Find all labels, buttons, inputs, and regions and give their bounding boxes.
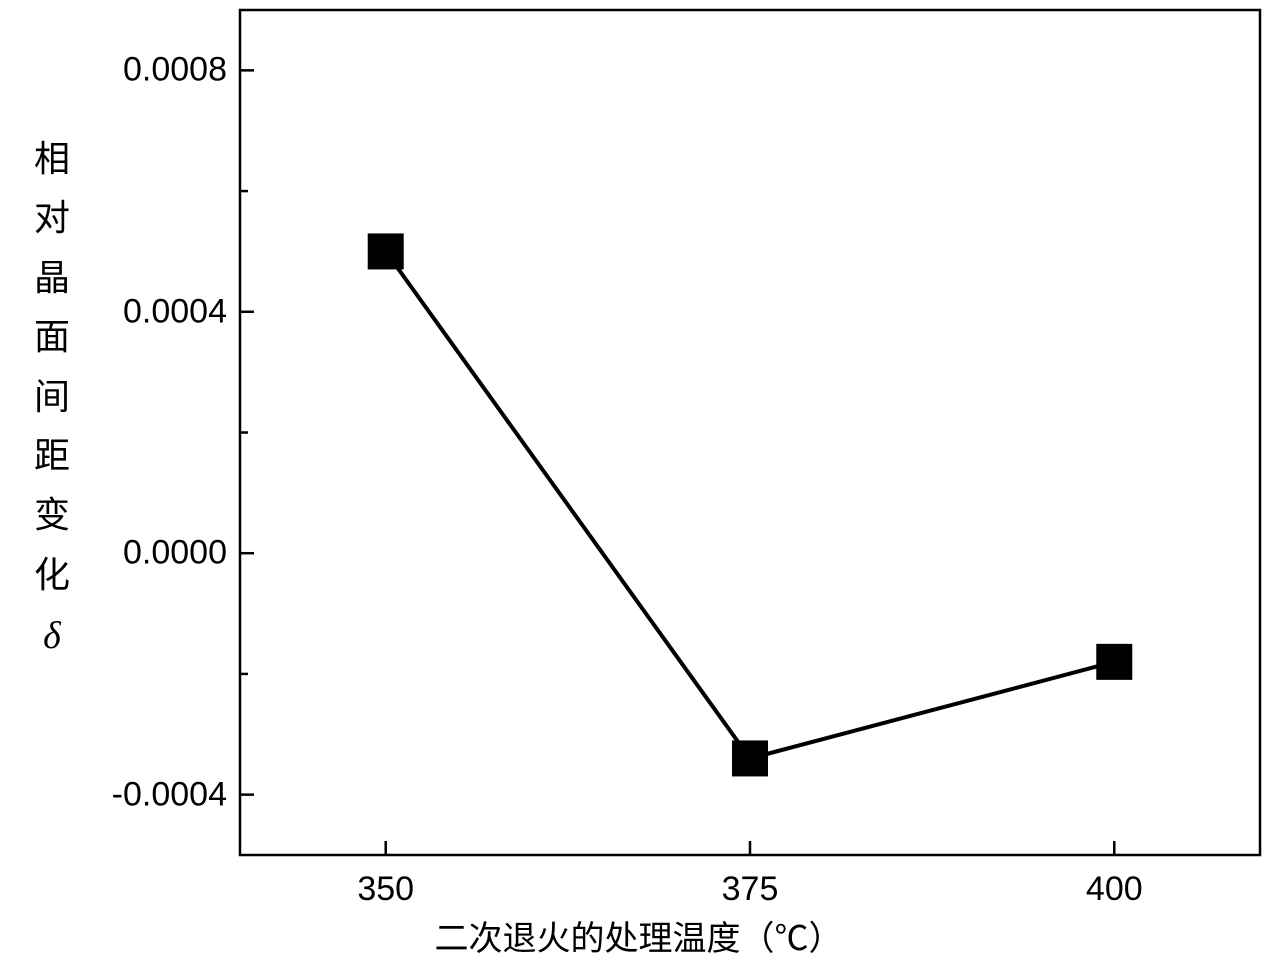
chart-container: 相 对 晶 面 间 距 变 化 δ 二次退火的处理温度（℃） -0.00040.… <box>0 0 1277 972</box>
y-tick-label: 0.0000 <box>123 534 227 573</box>
x-tick-label: 400 <box>1086 870 1143 909</box>
y-tick-label: 0.0004 <box>123 292 227 331</box>
chart-svg <box>0 0 1277 972</box>
y-tick-label: 0.0008 <box>123 51 227 90</box>
x-tick-label: 375 <box>722 870 779 909</box>
x-tick-label: 350 <box>357 870 414 909</box>
y-tick-label: -0.0004 <box>112 775 227 814</box>
